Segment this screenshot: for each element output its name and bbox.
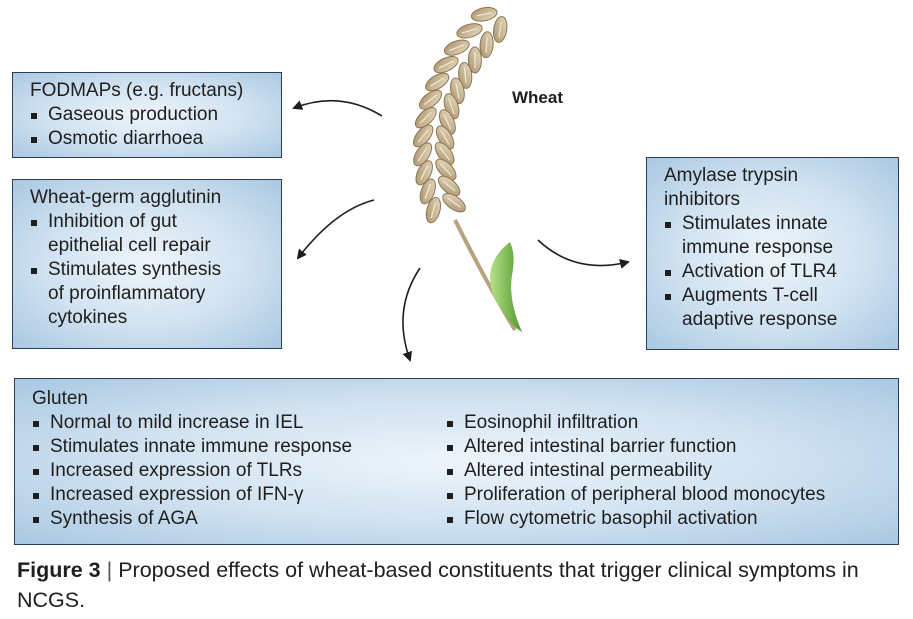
bullet-icon [447, 517, 453, 523]
gluten-list-right: Eosinophil infiltration Altered intestin… [446, 411, 886, 531]
gluten-title: Gluten [32, 388, 88, 409]
list-item: Synthesis of AGA [32, 507, 446, 531]
wheat-grain-highlight [448, 98, 455, 115]
arrow-to-gluten [402, 267, 421, 362]
list-item-continuation: immune response [682, 237, 834, 258]
fodmaps-title: FODMAPs (e.g. fructans) [30, 80, 244, 101]
list-item-continuation: adaptive response [682, 309, 838, 330]
wheat-grain-highlight [439, 146, 450, 161]
wheat-grain-highlight [430, 77, 445, 87]
list-item: Gaseous production [30, 103, 269, 127]
bullet-icon [447, 469, 453, 475]
list-item-continuation: epithelial cell repair [48, 235, 211, 256]
list-item-continuation: cytokines [48, 307, 128, 328]
bullet-icon [33, 445, 39, 451]
fodmaps-box: FODMAPs (e.g. fructans) Gaseous producti… [12, 72, 282, 158]
ati-title-line1: Amylase trypsin [664, 165, 799, 186]
bullet-icon [447, 445, 453, 451]
bullet-icon [31, 220, 37, 226]
gluten-columns: Normal to mild increase in IEL Stimulate… [32, 411, 886, 531]
bullet-icon [665, 222, 671, 228]
wheat-grain-highlight [485, 36, 488, 53]
list-item: Increased expression of TLRs [32, 459, 446, 483]
arrow-to-ati [537, 239, 630, 269]
list-item: Stimulates innate [664, 212, 886, 236]
list-item: Activation of TLR4 [664, 260, 886, 284]
bullet-icon [31, 137, 37, 143]
wga-title: Wheat-germ agglutinin [30, 187, 222, 208]
figure-label: Figure 3 [17, 558, 101, 582]
list-item: Proliferation of peripheral blood monocy… [446, 483, 886, 507]
ati-box: Amylase trypsin inhibitors Stimulates in… [646, 157, 899, 350]
list-item-continuation: of proinflammatory [48, 283, 206, 304]
wheat-grain-highlight [449, 44, 465, 51]
gluten-list-left: Normal to mild increase in IEL Stimulate… [32, 411, 446, 531]
bullet-icon [665, 270, 671, 276]
wheat-grain-highlight [455, 82, 460, 99]
list-item: Increased expression of IFN-γ [32, 483, 446, 507]
list-item: Normal to mild increase in IEL [32, 411, 446, 435]
wheat-grain-highlight [419, 111, 432, 124]
bullet-icon [447, 493, 453, 499]
bullet-icon [33, 493, 39, 499]
wheat-grain-highlight [417, 129, 429, 143]
wheat-grain-highlight [424, 183, 432, 200]
wheat-label: Wheat [512, 88, 563, 107]
wheat-grain-highlight [417, 147, 428, 162]
list-item: Flow cytometric basophil activation [446, 507, 886, 531]
wheat-grain-highlight [423, 94, 438, 106]
wheat-grain-highlight [498, 21, 502, 38]
wheat-grain-highlight [443, 114, 452, 130]
list-item: Augments T-cell [664, 284, 886, 308]
wga-box: Wheat-germ agglutinin Inhibition of gut … [12, 179, 282, 349]
wheat-leaf [490, 242, 522, 332]
list-item: Altered intestinal barrier function [446, 435, 886, 459]
wga-list: Inhibition of gut epithelial cell repair… [30, 210, 269, 330]
list-item: Osmotic diarrhoea [30, 127, 269, 151]
bullet-icon [31, 113, 37, 119]
wheat-grain-highlight [461, 28, 478, 34]
wheat-grain-highlight [442, 180, 456, 192]
bullet-icon [33, 517, 39, 523]
caption-text: Proposed effects of wheat-based constitu… [17, 558, 859, 612]
bullet-icon [33, 421, 39, 427]
wheat-grain-highlight [430, 202, 437, 218]
wheat-grain-highlight [447, 197, 461, 208]
list-item: Altered intestinal permeability [446, 459, 886, 483]
ati-list: Stimulates innate immune response Activa… [664, 212, 886, 332]
list-item: Stimulates innate immune response [32, 435, 446, 459]
fodmaps-list: Gaseous production Osmotic diarrhoea [30, 103, 269, 151]
wheat-grain-highlight [440, 130, 450, 145]
ati-title-line2: inhibitors [664, 189, 741, 210]
list-item: Eosinophil infiltration [446, 411, 886, 435]
wheat-grain-highlight [420, 165, 429, 181]
wheat-grain-highlight [476, 12, 493, 17]
arrow-to-fodmaps [292, 99, 383, 117]
gluten-box: Gluten Normal to mild increase in IEL St… [14, 378, 899, 545]
figure-caption: Figure 3 | Proposed effects of wheat-bas… [17, 555, 897, 615]
wheat-grain-highlight [439, 163, 452, 176]
bullet-icon [447, 421, 453, 427]
bullet-icon [33, 469, 39, 475]
bullet-icon [665, 294, 671, 300]
bullet-icon [31, 268, 37, 274]
wheat-illustration [292, 6, 630, 362]
wheat-grain-highlight [438, 60, 454, 69]
wheat-grain-highlight [463, 67, 467, 84]
arrow-to-wga [296, 199, 375, 260]
wheat-grains [413, 6, 508, 224]
caption-separator: | [106, 558, 113, 582]
list-item: Stimulates synthesis [30, 258, 269, 282]
list-item: Inhibition of gut [30, 210, 269, 234]
